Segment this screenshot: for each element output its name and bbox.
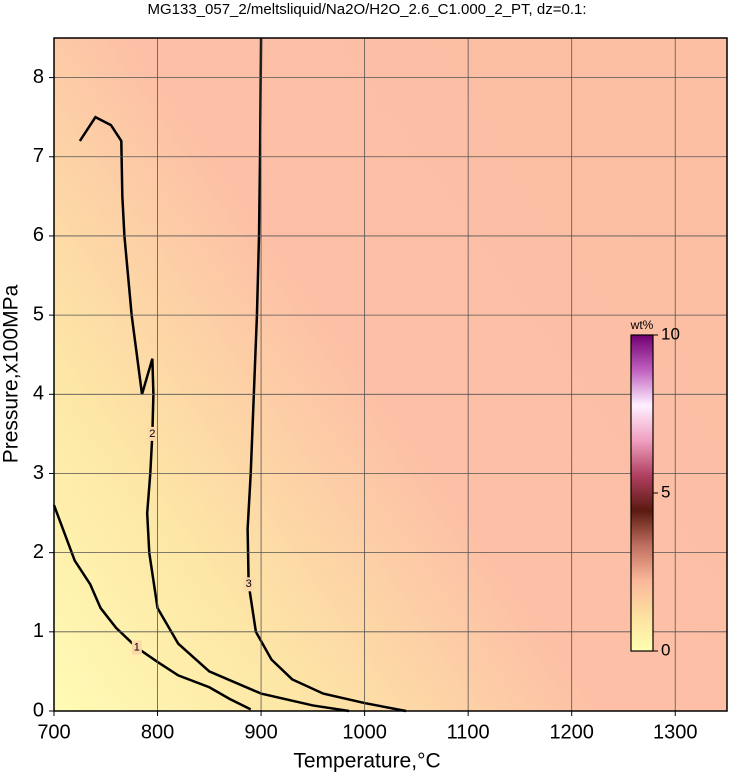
y-tick-label: 8	[33, 66, 44, 88]
contour-label-bg	[243, 577, 254, 592]
colorbar-tick-label: 0	[661, 640, 670, 659]
contour-label: 3	[246, 578, 252, 590]
x-axis-label: Temperature,°C	[293, 750, 440, 773]
x-tick-label: 700	[37, 721, 70, 743]
contour-label: 1	[134, 642, 140, 654]
contour-label-bg	[131, 640, 142, 655]
contour-line	[246, 37, 407, 713]
y-tick-label: 4	[33, 383, 44, 405]
y-tick-label: 5	[33, 303, 44, 325]
y-tick-label: 2	[33, 541, 44, 563]
contour-line	[78, 115, 350, 713]
y-tick-label: 3	[33, 462, 44, 484]
x-tick-label: 1300	[653, 721, 698, 743]
x-tick-label: 1200	[549, 721, 594, 743]
y-axis-label: Pressure,x100MPa	[0, 284, 23, 463]
y-tick-label: 7	[33, 145, 44, 167]
colorbar-tick-label: 10	[661, 324, 680, 343]
plot-frame	[53, 37, 728, 712]
x-tick-label: 1100	[447, 721, 490, 743]
x-tick-label: 800	[141, 721, 174, 743]
plot-background	[54, 38, 727, 711]
y-tick-label: 1	[33, 620, 44, 642]
colorbar-label: wt%	[630, 318, 654, 332]
chart-title: MG133_057_2/meltsliquid/Na2O/H2O_2.6_C1.…	[147, 1, 586, 18]
y-tick-label: 6	[33, 224, 44, 246]
x-tick-label: 900	[244, 721, 277, 743]
contour-label-bg	[147, 426, 158, 441]
colorbar-tick-label: 5	[661, 482, 670, 501]
y-tick-label: 0	[33, 699, 44, 721]
x-tick-label: 1000	[342, 721, 387, 743]
colorbar	[630, 334, 654, 652]
contour-label: 2	[149, 428, 155, 440]
